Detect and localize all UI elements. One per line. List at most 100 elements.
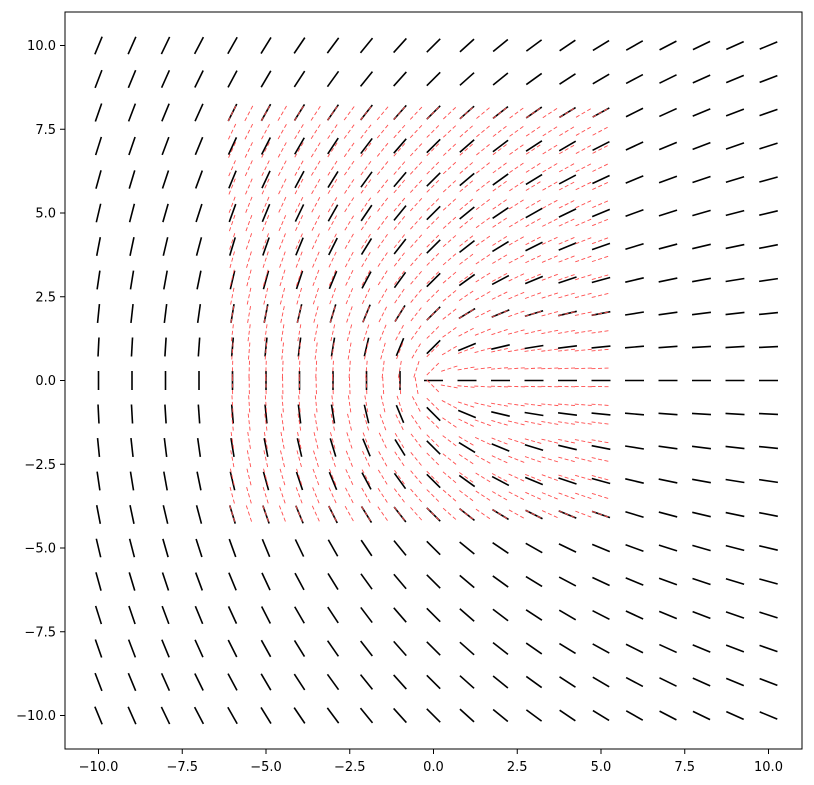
fine-line-segment: [492, 142, 509, 156]
fine-line-segment: [314, 340, 318, 360]
coarse-line-segment: [591, 345, 611, 349]
coarse-line-segment: [692, 577, 711, 586]
fine-line-segment: [442, 160, 458, 175]
x-tick-label: 5.0: [591, 760, 612, 775]
fine-line-segment: [229, 249, 236, 268]
coarse-line-segment: [558, 642, 577, 655]
fine-line-segment: [491, 420, 510, 427]
coarse-line-segment: [393, 472, 407, 490]
coarse-line-segment: [758, 277, 779, 283]
fine-line-segment: [411, 341, 422, 359]
coarse-line-segment: [228, 538, 237, 558]
fine-line-segment: [426, 361, 441, 376]
fine-line-segment: [459, 160, 475, 174]
coarse-line-segment: [659, 107, 677, 118]
coarse-line-segment: [491, 411, 510, 417]
fine-line-segment: [542, 180, 560, 191]
fine-line-segment: [592, 144, 610, 154]
fine-line-segment: [591, 457, 611, 463]
fine-line-segment: [574, 292, 594, 299]
coarse-line-segment: [127, 672, 137, 692]
fine-line-segment: [541, 310, 561, 317]
fine-line-segment: [296, 285, 303, 305]
coarse-line-segment: [458, 441, 476, 454]
fine-line-segment: [507, 347, 527, 353]
coarse-line-segment: [692, 243, 711, 250]
coarse-line-segment: [362, 438, 371, 457]
fine-line-segment: [541, 273, 560, 281]
coarse-line-segment: [393, 674, 407, 690]
fine-line-segment: [294, 195, 305, 213]
x-tick-label: 0.0: [423, 760, 444, 775]
fine-line-segment: [246, 285, 252, 305]
coarse-line-segment: [457, 342, 477, 352]
fine-line-segment: [574, 348, 594, 352]
coarse-line-segment: [459, 206, 475, 220]
coarse-line-segment: [128, 203, 136, 223]
fine-line-segment: [442, 471, 458, 485]
fine-line-segment: [377, 469, 389, 487]
coarse-line-segment: [558, 242, 577, 251]
fine-line-segment: [591, 329, 611, 334]
coarse-line-segment: [725, 644, 745, 653]
coarse-line-segment: [227, 70, 238, 88]
coarse-line-segment: [459, 240, 475, 253]
fine-line-segment: [393, 178, 407, 194]
coarse-line-segment: [426, 71, 441, 87]
coarse-line-segment: [725, 677, 745, 687]
fine-line-segment: [541, 421, 561, 426]
fine-line-segment: [559, 107, 576, 118]
fine-line-segment: [426, 507, 441, 522]
fine-line-segment: [312, 286, 320, 305]
fine-line-segment: [426, 434, 441, 449]
fine-line-segment: [394, 305, 406, 322]
fine-line-segment: [475, 490, 492, 502]
fine-line-segment: [525, 235, 543, 246]
coarse-line-segment: [558, 140, 577, 152]
fine-line-segment: [442, 325, 459, 338]
coarse-line-segment: [262, 270, 270, 290]
fine-line-segment: [360, 177, 373, 194]
fine-line-segment: [491, 328, 510, 336]
fine-line-segment: [458, 418, 476, 428]
coarse-line-segment: [692, 511, 711, 518]
fine-line-segment: [363, 413, 370, 433]
fine-line-segment: [311, 195, 322, 213]
coarse-line-segment: [524, 344, 544, 350]
fine-line-segment: [410, 470, 424, 486]
fine-line-segment: [442, 197, 458, 211]
coarse-line-segment: [393, 707, 407, 724]
fine-line-segment: [361, 286, 372, 304]
fine-line-segment: [263, 431, 269, 451]
fine-line-segment: [476, 106, 492, 119]
coarse-line-segment: [725, 611, 745, 619]
fine-line-segment: [263, 468, 269, 488]
fine-line-segment: [525, 198, 543, 210]
fine-line-segment: [492, 106, 509, 119]
fine-line-segment: [377, 196, 390, 212]
coarse-line-segment: [129, 237, 135, 256]
fine-line-segment: [344, 159, 356, 176]
fine-line-segment: [541, 510, 560, 519]
fine-line-segment: [264, 413, 268, 433]
coarse-line-segment: [625, 577, 644, 586]
fine-line-segment: [279, 285, 286, 305]
fine-line-segment: [591, 367, 611, 370]
coarse-line-segment: [591, 208, 611, 218]
coarse-line-segment: [592, 576, 610, 587]
coarse-line-segment: [294, 170, 305, 189]
coarse-line-segment: [230, 437, 235, 458]
fine-line-segment: [442, 252, 458, 266]
fine-line-segment: [364, 340, 369, 360]
coarse-line-segment: [692, 74, 711, 84]
fine-line-segment: [592, 218, 610, 227]
fine-line-segment: [508, 438, 527, 445]
fine-line-segment: [475, 253, 492, 265]
fine-line-segment: [348, 377, 351, 397]
fine-line-segment: [312, 267, 321, 286]
fine-line-segment: [397, 358, 403, 378]
fine-line-segment: [557, 403, 578, 407]
coarse-line-segment: [360, 171, 373, 188]
fine-line-segment: [492, 234, 509, 246]
coarse-line-segment: [293, 639, 306, 658]
